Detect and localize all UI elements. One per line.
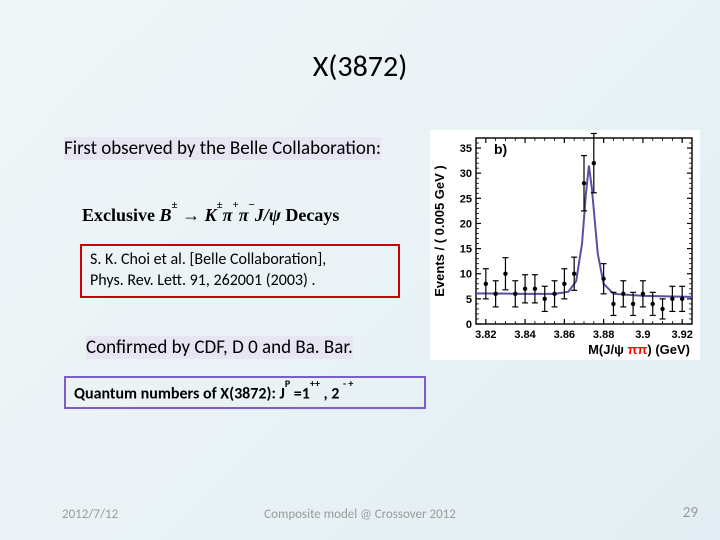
svg-text:M(J/ψ ππ) (GeV): M(J/ψ ππ) (GeV) bbox=[588, 342, 690, 357]
svg-text:5: 5 bbox=[466, 294, 472, 306]
slide: X(3872) First observed by the Belle Coll… bbox=[0, 0, 720, 540]
slide-title: X(3872) bbox=[0, 48, 720, 85]
svg-text:b): b) bbox=[494, 141, 507, 157]
reference-box: S. K. Choi et al. [Belle Collaboration],… bbox=[80, 244, 400, 298]
intro-text: First observed by the Belle Collaboratio… bbox=[60, 135, 400, 163]
decay-equation: Exclusive B± → K±π+π−J/ψ Decays bbox=[82, 205, 339, 226]
svg-text:25: 25 bbox=[460, 193, 472, 205]
mass-spectrum-chart: 0 5 10 15 20 25 30 35 3.82 3.84 3.86 3.88 3.9 3.92 Eve… bbox=[430, 130, 700, 360]
svg-text:Events / ( 0.005 GeV ): Events / ( 0.005 GeV ) bbox=[432, 165, 447, 297]
svg-text:10: 10 bbox=[460, 269, 472, 281]
svg-text:3.82: 3.82 bbox=[475, 329, 496, 341]
svg-text:0: 0 bbox=[466, 319, 472, 331]
svg-text:35: 35 bbox=[460, 143, 472, 155]
svg-text:3.88: 3.88 bbox=[593, 329, 614, 341]
footer-page-number: 29 bbox=[683, 504, 698, 522]
quantum-numbers-box: Quantum numbers of X(3872): JP =1++ , 2 … bbox=[64, 376, 426, 409]
reference-line2: Phys. Rev. Lett. 91, 262001 (2003) . bbox=[90, 271, 390, 292]
svg-text:20: 20 bbox=[460, 218, 472, 230]
svg-text:3.9: 3.9 bbox=[635, 329, 650, 341]
confirmed-text: Confirmed by CDF, D 0 and Ba. Bar. bbox=[86, 336, 353, 359]
svg-text:3.92: 3.92 bbox=[671, 329, 692, 341]
svg-text:15: 15 bbox=[460, 244, 472, 256]
footer-center: Composite model @ Crossover 2012 bbox=[0, 507, 720, 522]
reference-line1: S. K. Choi et al. [Belle Collaboration], bbox=[90, 250, 390, 271]
svg-text:3.86: 3.86 bbox=[554, 329, 575, 341]
svg-text:3.84: 3.84 bbox=[514, 329, 536, 341]
svg-text:30: 30 bbox=[460, 168, 472, 180]
